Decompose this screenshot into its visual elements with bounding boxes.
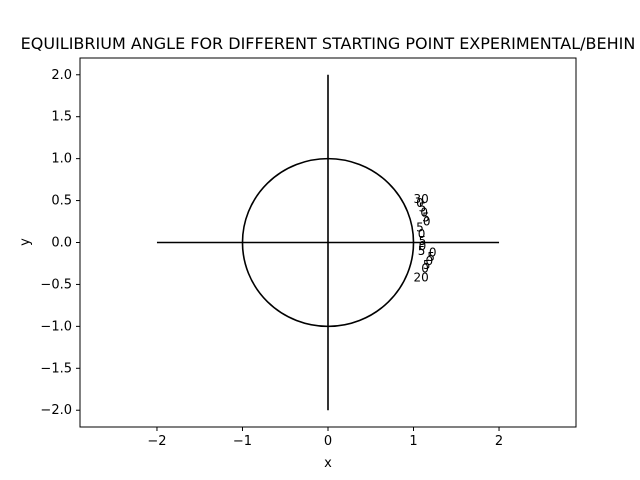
x-tick-label: −1 [233,434,252,449]
y-tick-label: 2.0 [51,68,72,83]
y-tick-label: −1.0 [40,319,72,334]
point-label: 5 [418,244,426,258]
point-label: 5 [419,200,427,214]
x-axis-label: x [324,456,332,471]
y-tick-label: −1.5 [40,361,72,376]
y-tick-label: 1.5 [51,110,72,125]
y-tick-label: 1.0 [51,152,72,167]
point-label: 5 [422,210,430,224]
point-label: 5 [419,234,427,248]
point-label: 0 [420,205,428,219]
y-tick-label: −2.0 [40,403,72,418]
point-label: 20 [414,271,429,285]
point-label: 0 [419,239,427,253]
point-label: 0 [429,246,437,260]
y-tick-label: 0.5 [51,194,72,209]
point-label: 5 [423,258,431,272]
point-label: 0 [416,196,424,210]
chart-title: EQUILIBRIUM ANGLE FOR DIFFERENT STARTING… [21,34,636,53]
point-label: 0 [423,215,431,229]
point-label: 30 [414,192,429,206]
point-label: 0 [425,254,433,268]
y-tick-label: 0.0 [51,236,72,251]
x-tick-label: 1 [409,434,417,449]
axis-ticks: −2 −1 0 1 2 −2.0 −1.5 −1.0 −0.5 0.0 0.5 1.0 1.5 2.0 [40,68,503,449]
point-label: 0 [418,227,426,241]
unit-circle [241,157,415,328]
point-label: 5 [416,220,424,234]
point-label: 0 [421,261,429,275]
x-tick-label: −2 [147,434,166,449]
x-tick-label: 0 [324,434,332,449]
x-tick-label: 2 [495,434,503,449]
point-label: 5 [427,250,435,264]
y-tick-label: −0.5 [40,277,72,292]
y-axis-label: y [18,238,33,246]
